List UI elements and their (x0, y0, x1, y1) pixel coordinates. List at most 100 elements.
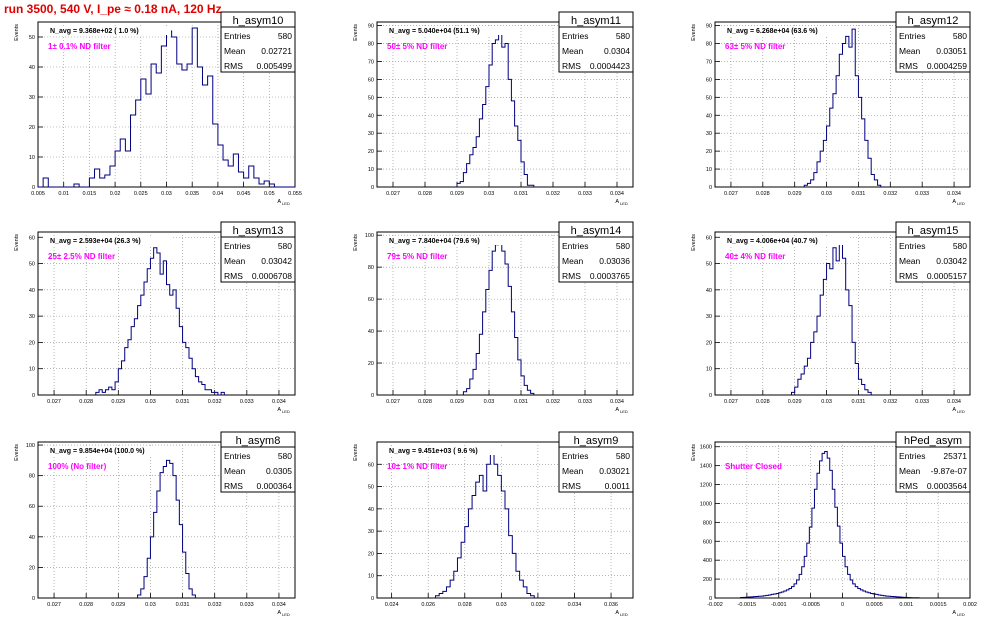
y-tick-label: 60 (368, 462, 374, 468)
x-axis-subscript: LED (620, 409, 628, 414)
filter-annotation: 10± 1% ND filter (387, 462, 447, 471)
x-tick-label: 0.033 (240, 399, 254, 405)
stats-label: RMS (899, 271, 918, 281)
stats-value: 0.000364 (257, 481, 293, 491)
histogram-panel-h_asym8: 0.027 0.028 0.029 0.03 0.031 0.032 0.033 0.034 0… (14, 431, 296, 617)
y-tick-label: 1000 (700, 501, 712, 507)
filter-annotation: 63± 5% ND filter (725, 42, 785, 51)
stats-value: 0.0305 (266, 466, 292, 476)
y-axis-title: Events (14, 234, 20, 251)
y-tick-label: 60 (706, 235, 712, 241)
y-tick-label: 30 (706, 131, 712, 137)
stats-title: h_asym8 (236, 435, 281, 447)
avg-label-bg (720, 236, 848, 245)
stats-label: RMS (562, 481, 581, 491)
y-axis-title: Events (691, 444, 697, 461)
stats-label: Mean (562, 46, 584, 56)
y-tick-label: 60 (29, 235, 35, 241)
avg-label: N_avg = 5.040e+04 (51.1 %) (389, 28, 480, 35)
x-tick-label: 0.03 (821, 191, 832, 197)
y-tick-label: 50 (29, 262, 35, 268)
x-tick-label: 0.055 (288, 191, 302, 197)
x-axis-title: A (952, 199, 956, 205)
stats-label: RMS (224, 61, 243, 71)
stats-value: 0.0003564 (927, 481, 967, 491)
stats-value: 580 (953, 241, 967, 251)
x-axis-subscript: LED (957, 201, 965, 206)
y-tick-label: 60 (368, 77, 374, 83)
stats-title: h_asym9 (574, 435, 619, 447)
y-tick-label: 60 (368, 297, 374, 303)
x-tick-label: 0.031 (176, 602, 190, 608)
x-axis-subscript: LED (957, 612, 965, 617)
x-tick-label: 0.024 (385, 602, 399, 608)
y-tick-label: 80 (368, 265, 374, 271)
y-tick-label: 10 (29, 155, 35, 161)
x-axis-title: A (615, 407, 619, 413)
x-axis-title: A (952, 407, 956, 413)
x-tick-label: 0.0005 (866, 602, 883, 608)
y-tick-label: 50 (706, 262, 712, 268)
filter-annotation: 40± 4% ND filter (725, 252, 785, 261)
y-tick-label: 50 (29, 35, 35, 41)
histogram-panel-h_asym12: 0.027 0.028 0.029 0.03 0.031 0.032 0.033 0.034 0… (691, 11, 971, 206)
x-tick-label: 0.032 (546, 191, 560, 197)
stats-value: -9.87e-07 (931, 466, 968, 476)
y-tick-label: 30 (368, 131, 374, 137)
y-tick-label: 80 (706, 42, 712, 48)
x-tick-label: 0.027 (386, 399, 400, 405)
avg-label-bg (382, 26, 510, 35)
x-tick-label: 0.028 (418, 191, 432, 197)
x-tick-label: 0.0015 (930, 602, 947, 608)
histogram-line-h_asym13 (95, 247, 225, 395)
x-tick-label: 0.033 (578, 191, 592, 197)
stats-label: RMS (899, 481, 918, 491)
histogram-panel-h_asym11: 0.027 0.028 0.029 0.03 0.031 0.032 0.033 0.034 0… (353, 11, 634, 206)
stats-label: Entries (224, 31, 250, 41)
x-tick-label: 0 (841, 602, 844, 608)
stats-value: 0.0004423 (590, 61, 630, 71)
x-axis-title: A (615, 199, 619, 205)
y-tick-label: 30 (368, 529, 374, 535)
histogram-panel-hPed_asym: -0.002 -0.0015 -0.001 -0.0005 0 0.0005 0.001 0.… (691, 431, 977, 617)
x-axis-title: A (277, 407, 281, 413)
plot-frame (376, 21, 634, 188)
x-axis-subscript: LED (957, 409, 965, 414)
stats-box (895, 221, 971, 283)
stats-value: 580 (616, 31, 630, 41)
avg-label: N_avg = 9.854e+04 (100.0 %) (50, 448, 145, 455)
x-tick-label: 0.031 (514, 399, 528, 405)
y-tick-label: 0 (709, 596, 712, 602)
y-tick-label: 30 (706, 314, 712, 320)
stats-label: Entries (562, 241, 588, 251)
avg-label: N_avg = 4.006e+04 (40.7 %) (727, 238, 818, 245)
histogram-line-h_asym12 (803, 28, 882, 187)
y-tick-label: 10 (706, 167, 712, 173)
x-tick-label: 0.03 (496, 602, 507, 608)
y-tick-label: 20 (368, 551, 374, 557)
x-tick-label: 0.035 (185, 191, 199, 197)
stats-label: RMS (562, 61, 581, 71)
stats-box (220, 431, 296, 493)
x-tick-label: 0.036 (604, 602, 618, 608)
x-tick-label: 0.029 (788, 399, 802, 405)
histogram-line-h_asym15 (791, 242, 872, 395)
y-tick-label: 200 (703, 577, 712, 583)
x-tick-label: 0.03 (484, 399, 495, 405)
x-tick-label: 0.031 (852, 399, 866, 405)
y-tick-label: 0 (709, 185, 712, 191)
stats-label: Mean (562, 466, 584, 476)
x-tick-label: 0.026 (421, 602, 435, 608)
x-tick-label: 0.027 (724, 191, 738, 197)
stats-value: 580 (616, 241, 630, 251)
stats-label: Mean (224, 466, 246, 476)
y-tick-label: 40 (29, 535, 35, 541)
y-axis-title: Events (14, 24, 20, 41)
x-axis-subscript: LED (282, 201, 290, 206)
y-tick-label: 90 (368, 24, 374, 30)
avg-label-bg (382, 446, 510, 455)
x-tick-label: 0.028 (458, 602, 472, 608)
stats-value: 25371 (943, 451, 967, 461)
histogram-line-h_asym8 (137, 459, 196, 598)
stats-value: 0.0004259 (927, 61, 967, 71)
